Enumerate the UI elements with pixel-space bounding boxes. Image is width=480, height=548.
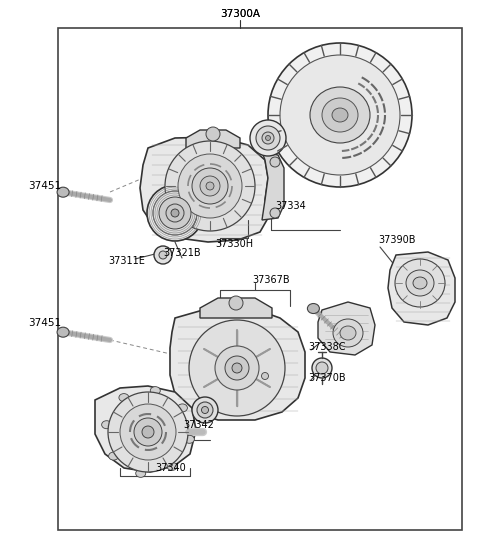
- Ellipse shape: [280, 55, 400, 175]
- Ellipse shape: [102, 421, 112, 429]
- Ellipse shape: [178, 404, 187, 412]
- Ellipse shape: [159, 197, 191, 229]
- Ellipse shape: [333, 319, 363, 347]
- Ellipse shape: [270, 208, 280, 218]
- Text: 37340: 37340: [155, 463, 186, 473]
- Ellipse shape: [206, 127, 220, 141]
- Ellipse shape: [171, 209, 179, 217]
- Text: 37300A: 37300A: [220, 9, 260, 19]
- Ellipse shape: [57, 187, 69, 197]
- Ellipse shape: [159, 251, 167, 259]
- Polygon shape: [140, 137, 268, 242]
- Polygon shape: [388, 252, 455, 325]
- Ellipse shape: [268, 43, 412, 187]
- Text: 37311E: 37311E: [108, 256, 145, 266]
- Ellipse shape: [108, 392, 188, 472]
- Ellipse shape: [184, 435, 194, 443]
- Polygon shape: [262, 152, 284, 220]
- Ellipse shape: [192, 397, 218, 423]
- Text: 37367B: 37367B: [252, 275, 289, 285]
- Polygon shape: [318, 302, 375, 355]
- Ellipse shape: [153, 191, 197, 235]
- Ellipse shape: [265, 135, 271, 140]
- Ellipse shape: [119, 393, 129, 402]
- Ellipse shape: [340, 326, 356, 340]
- Ellipse shape: [202, 407, 208, 414]
- Ellipse shape: [147, 185, 203, 241]
- Ellipse shape: [192, 168, 228, 204]
- Ellipse shape: [395, 259, 445, 307]
- Polygon shape: [170, 308, 305, 420]
- Ellipse shape: [150, 387, 160, 395]
- Ellipse shape: [108, 452, 119, 460]
- Ellipse shape: [332, 108, 348, 122]
- Polygon shape: [95, 386, 196, 472]
- Bar: [58, 28, 462, 530]
- Text: 37370B: 37370B: [308, 373, 346, 383]
- Ellipse shape: [262, 132, 274, 144]
- Ellipse shape: [316, 362, 328, 374]
- Text: 37390B: 37390B: [378, 235, 416, 245]
- Ellipse shape: [322, 98, 358, 132]
- Ellipse shape: [136, 469, 146, 477]
- Ellipse shape: [57, 327, 69, 337]
- Polygon shape: [200, 298, 272, 318]
- Text: 37451: 37451: [28, 318, 61, 328]
- Text: 37300A: 37300A: [220, 9, 260, 19]
- Ellipse shape: [165, 141, 255, 231]
- Ellipse shape: [134, 418, 162, 446]
- Ellipse shape: [225, 356, 249, 380]
- Ellipse shape: [142, 426, 154, 438]
- Ellipse shape: [154, 246, 172, 264]
- Ellipse shape: [197, 402, 213, 418]
- Ellipse shape: [307, 304, 319, 313]
- Ellipse shape: [167, 463, 177, 470]
- Ellipse shape: [178, 154, 242, 218]
- Ellipse shape: [312, 358, 332, 378]
- Ellipse shape: [189, 320, 285, 416]
- Text: 37334: 37334: [275, 201, 306, 211]
- Text: 37451: 37451: [28, 181, 61, 191]
- Text: 37338C: 37338C: [308, 342, 346, 352]
- Text: 37330H: 37330H: [215, 239, 253, 249]
- Text: 37342: 37342: [183, 420, 214, 430]
- Ellipse shape: [406, 270, 434, 296]
- Ellipse shape: [215, 346, 259, 390]
- Ellipse shape: [229, 296, 243, 310]
- Ellipse shape: [262, 373, 268, 380]
- Ellipse shape: [310, 87, 370, 143]
- Ellipse shape: [250, 120, 286, 156]
- Ellipse shape: [270, 157, 280, 167]
- Ellipse shape: [232, 363, 242, 373]
- Ellipse shape: [206, 182, 214, 190]
- Ellipse shape: [200, 176, 220, 196]
- Ellipse shape: [413, 277, 427, 289]
- Ellipse shape: [256, 126, 280, 150]
- Polygon shape: [186, 130, 240, 148]
- Text: 37321B: 37321B: [163, 248, 201, 258]
- Ellipse shape: [166, 204, 184, 222]
- Ellipse shape: [120, 404, 176, 460]
